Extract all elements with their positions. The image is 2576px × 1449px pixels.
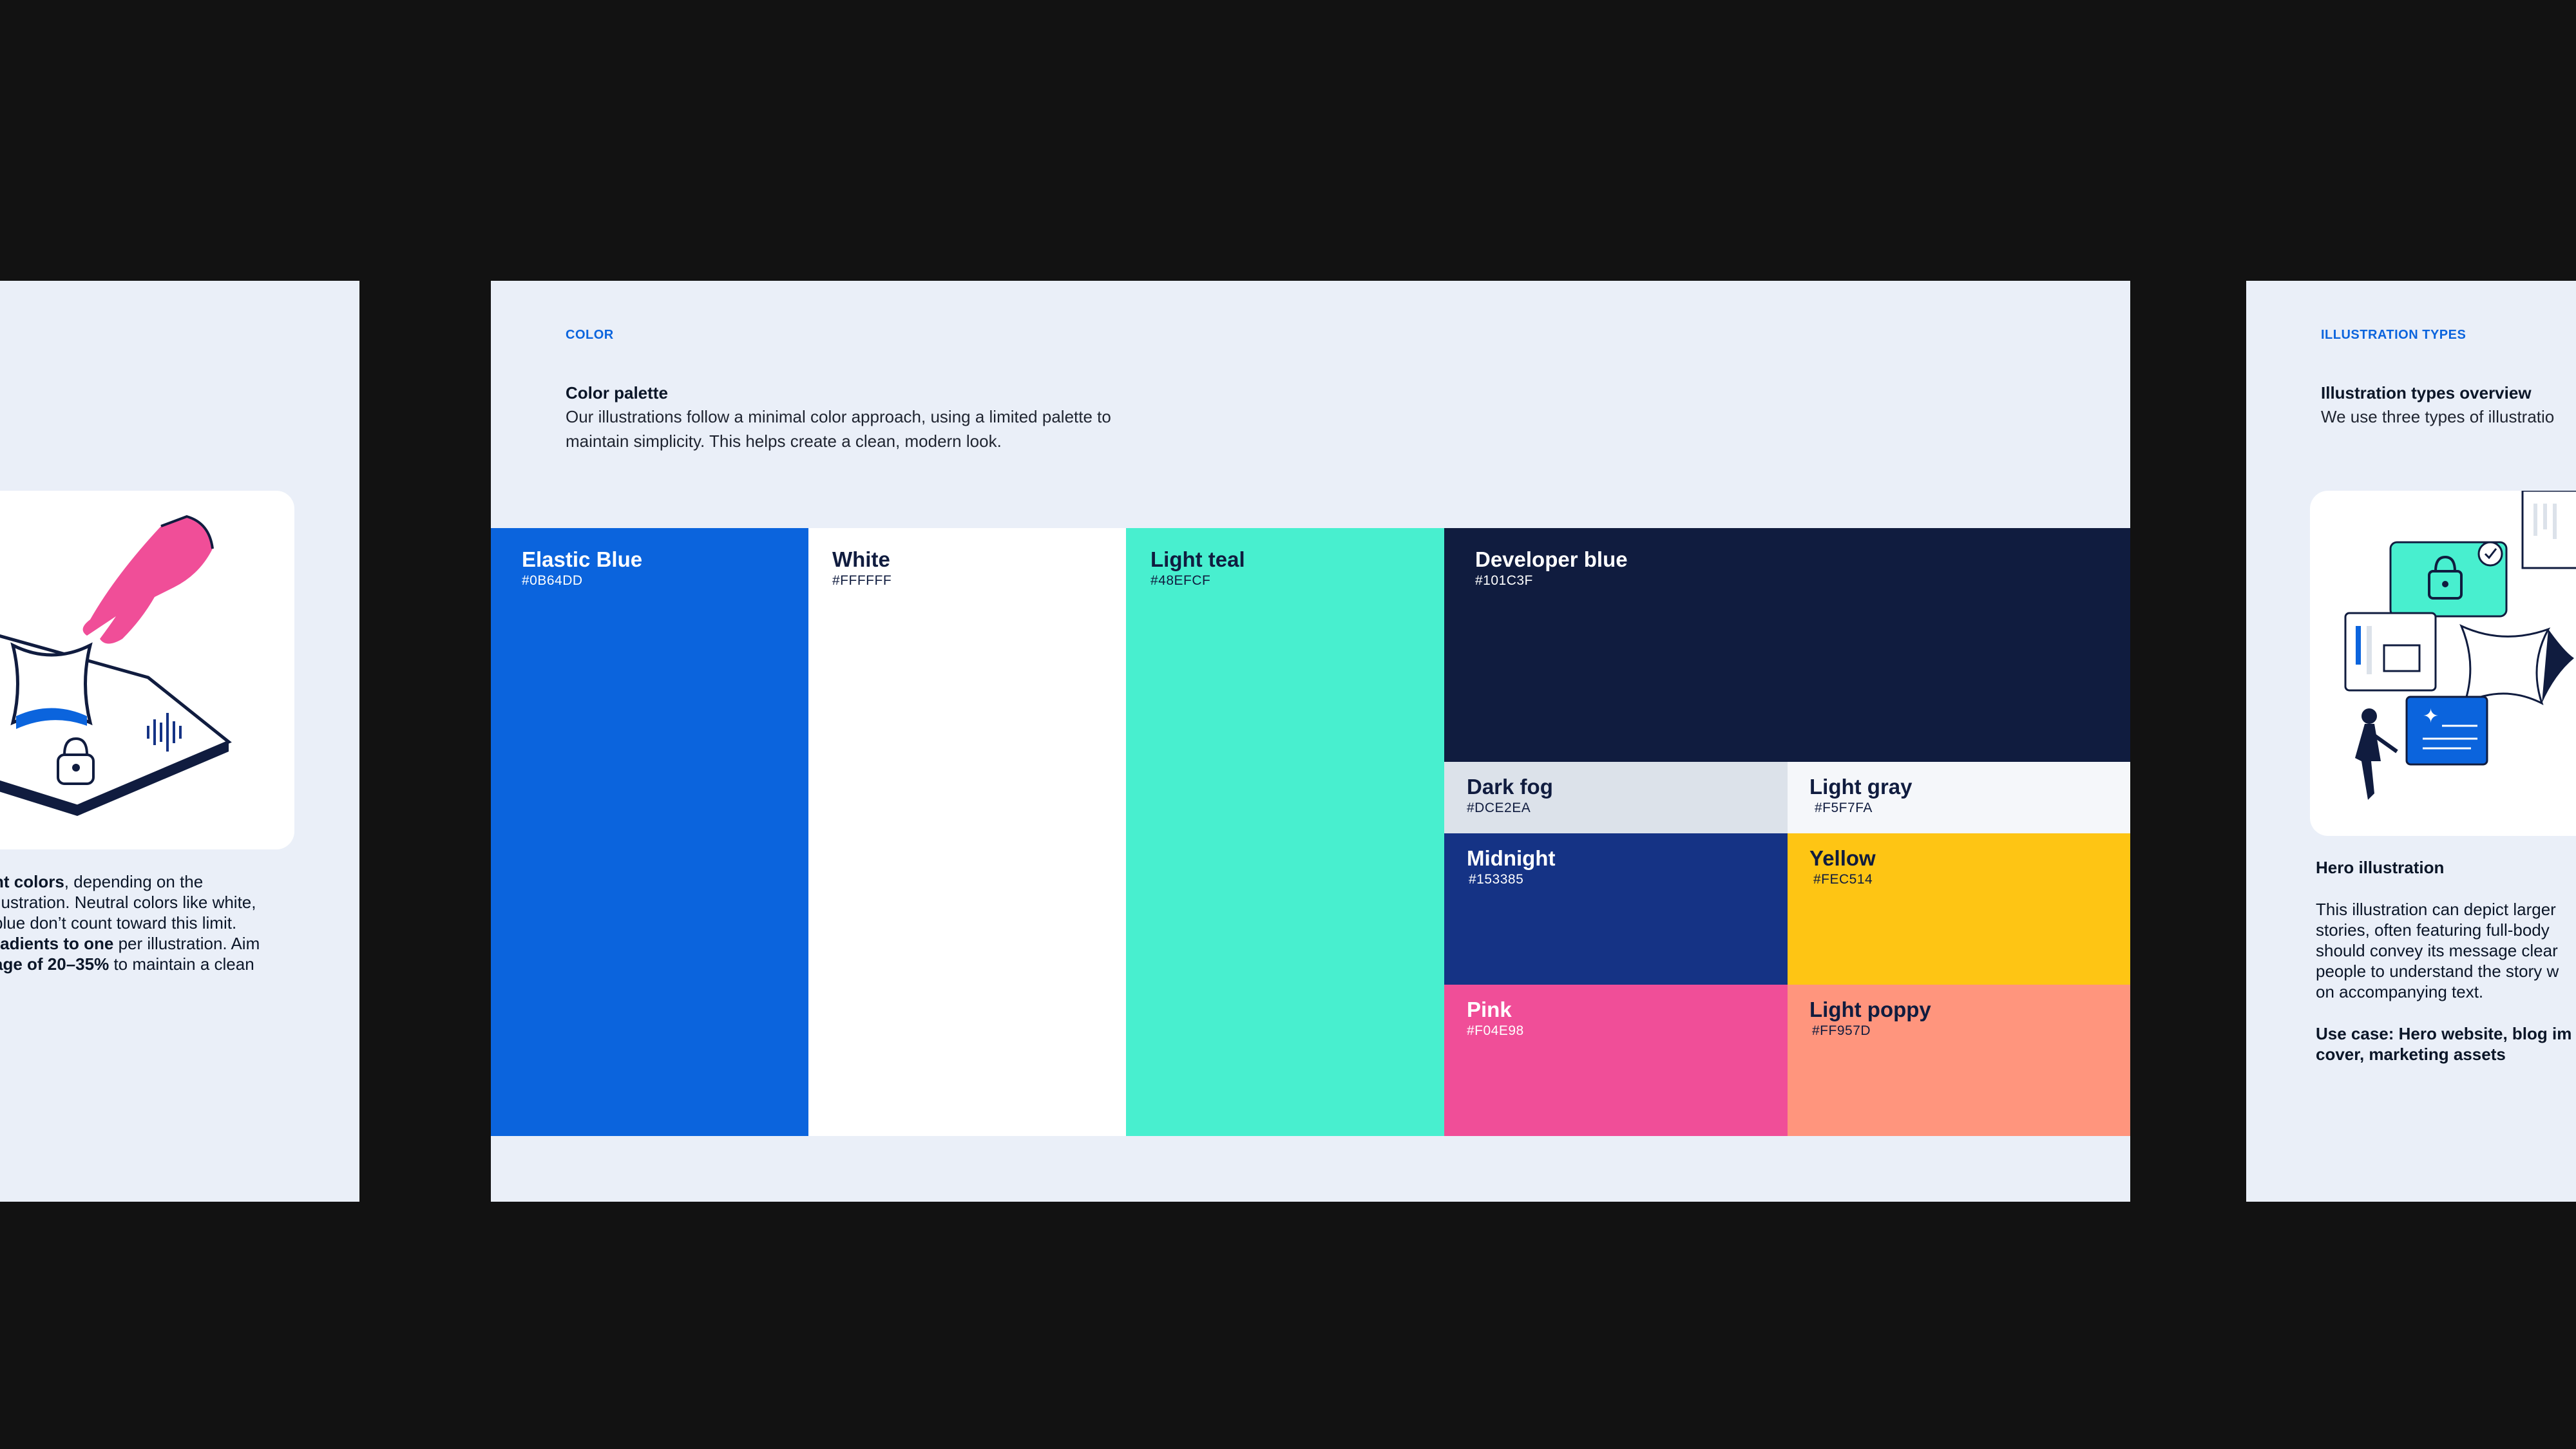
swatch-hex: #0B64DD	[522, 573, 583, 588]
slide-color-palette[interactable]: COLOR Color palette Our illustrations fo…	[491, 281, 2130, 1202]
description-line-1: Our illustrations follow a minimal color…	[566, 407, 1111, 426]
swatch-name: Elastic Blue	[522, 547, 643, 571]
swatch-dark-fog[interactable]: Dark fog #DCE2EA	[1444, 762, 1788, 833]
security-collage-icon: ✦	[2344, 489, 2576, 800]
guidance-line-3: blue don’t count toward this limit.	[0, 913, 237, 933]
swatch-hex: #F04E98	[1467, 1023, 1524, 1038]
description-line-3: should convey its message clear	[2316, 941, 2558, 960]
description-line-2: maintain simplicity. This helps create a…	[566, 431, 1002, 451]
swatch-hex: #101C3F	[1475, 573, 1533, 588]
svg-text:✦: ✦	[2423, 705, 2439, 728]
swatch-light-gray[interactable]: Light gray #F5F7FA	[1788, 762, 2130, 833]
swatch-name: Light gray	[1809, 775, 1913, 799]
swatch-hex: #FF957D	[1812, 1023, 1871, 1038]
swatch-hex: #48EFCF	[1150, 573, 1211, 588]
hand-tablet-lock-icon	[0, 515, 232, 816]
swatch-elastic-blue[interactable]: Elastic Blue #0B64DD	[491, 528, 808, 1136]
guidance-line-1: nt colors, depending on the	[0, 872, 204, 891]
page-title: Illustration types overview	[2321, 383, 2532, 402]
swatch-name: Light teal	[1150, 547, 1245, 571]
description-line-4: people to understand the story w	[2316, 961, 2559, 981]
guidance-line-5: age of 20–35% to maintain a clean	[0, 954, 254, 974]
swatch-light-teal[interactable]: Light teal #48EFCF	[1126, 528, 1444, 1136]
swatch-hex: #153385	[1469, 872, 1524, 887]
slide-previous[interactable]: nt colors, depending on the llustration.…	[0, 281, 359, 1202]
swatch-yellow[interactable]: Yellow #FEC514	[1788, 833, 2130, 985]
swatch-hex: #DCE2EA	[1467, 800, 1531, 815]
illustration-card	[0, 491, 294, 849]
swatch-name: White	[832, 547, 890, 571]
section-subhead: Hero illustration	[2316, 858, 2445, 877]
swatch-hex: #FFFFFF	[832, 573, 892, 588]
description-line-1: This illustration can depict larger	[2316, 900, 2556, 919]
description-line-5: on accompanying text.	[2316, 982, 2484, 1001]
section-description: This illustration can depict larger stor…	[2316, 899, 2576, 1002]
page-title: Color palette	[566, 383, 668, 402]
swatch-midnight[interactable]: Midnight #153385	[1444, 833, 1788, 985]
swatch-name: Midnight	[1467, 846, 1556, 870]
page-description: Our illustrations follow a minimal color…	[566, 404, 1274, 453]
guidance-line-4: radients to one per illustration. Aim	[0, 934, 260, 953]
swatch-name: Yellow	[1809, 846, 1876, 870]
swatch-light-poppy[interactable]: Light poppy #FF957D	[1788, 985, 2130, 1136]
description-line-2: stories, often featuring full-body	[2316, 920, 2550, 940]
page-description: We use three types of illustratio	[2321, 407, 2555, 426]
section-eyebrow: ILLUSTRATION TYPES	[2321, 328, 2466, 342]
swatch-name: Light poppy	[1809, 998, 1931, 1021]
swatch-developer-blue[interactable]: Developer blue #101C3F	[1444, 528, 2130, 762]
guidance-line-2: llustration. Neutral colors like white,	[0, 893, 256, 912]
swatch-name: Dark fog	[1467, 775, 1553, 799]
use-case-line-1: Use case: Hero website, blog im	[2316, 1024, 2572, 1043]
swatch-name: Pink	[1467, 998, 1512, 1021]
slide-next[interactable]: ILLUSTRATION TYPES Illustration types ov…	[2246, 281, 2576, 1202]
section-eyebrow: COLOR	[566, 328, 614, 342]
illustration-card: ✦	[2310, 489, 2576, 836]
swatch-hex: #F5F7FA	[1815, 800, 1873, 815]
swatch-hex: #FEC514	[1813, 872, 1873, 887]
use-case-text: Use case: Hero website, blog im cover, m…	[2316, 1023, 2571, 1065]
color-guidance-text: nt colors, depending on the llustration.…	[0, 871, 354, 974]
swatch-white[interactable]: White #FFFFFF	[808, 528, 1126, 1136]
use-case-line-2: cover, marketing assets	[2316, 1045, 2506, 1064]
swatch-pink[interactable]: Pink #F04E98	[1444, 985, 1788, 1136]
swatch-name: Developer blue	[1475, 547, 1628, 571]
